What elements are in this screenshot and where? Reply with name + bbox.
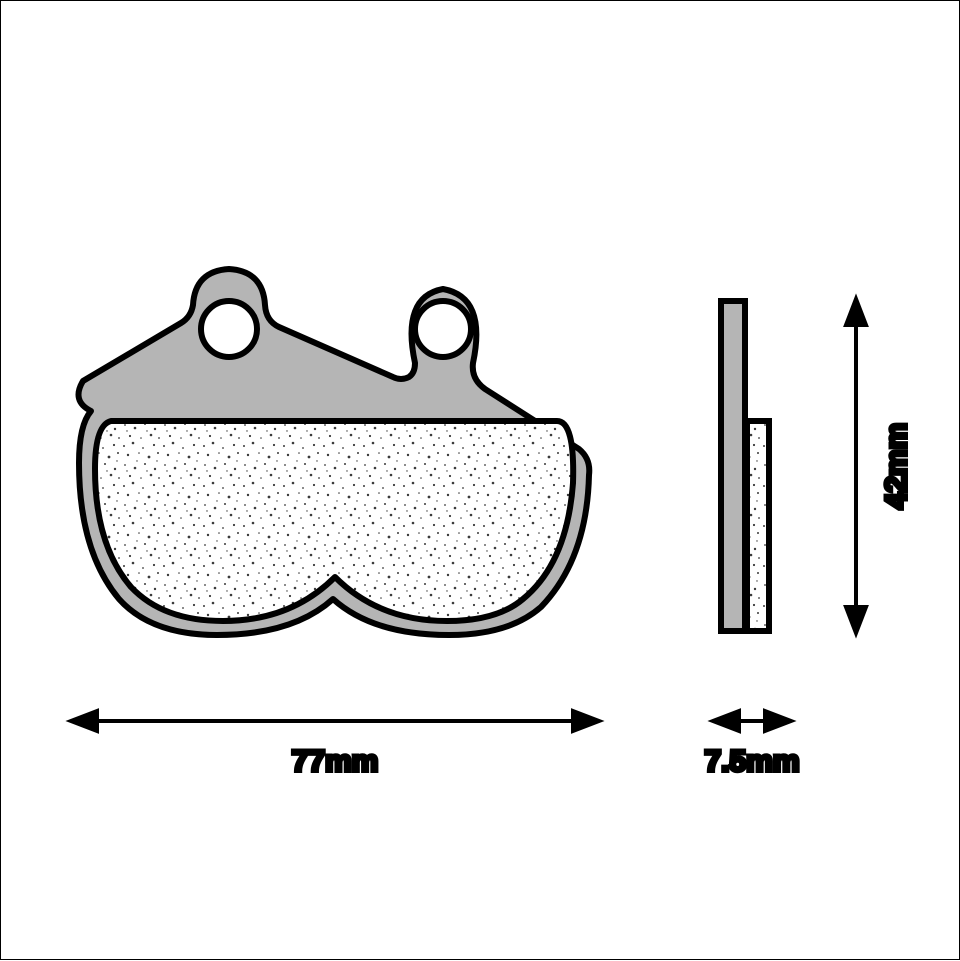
side-view [721, 301, 769, 631]
dim-thickness: 7.5mm [704, 711, 799, 778]
front-view [79, 269, 590, 635]
dim-height: 42mm [846, 299, 913, 633]
mount-hole-left [201, 301, 257, 357]
diagram-stage: 77mm 7.5mm 42mm [0, 0, 960, 960]
backing-plate-side [721, 301, 745, 631]
dim-thickness-label: 7.5mm [704, 745, 799, 778]
friction-pad-side [747, 421, 769, 631]
diagram-svg: 77mm 7.5mm 42mm [1, 1, 960, 961]
dim-width: 77mm [71, 711, 599, 778]
dim-width-label: 77mm [292, 745, 379, 778]
dim-height-label: 42mm [880, 423, 913, 510]
mount-hole-right [415, 301, 471, 357]
